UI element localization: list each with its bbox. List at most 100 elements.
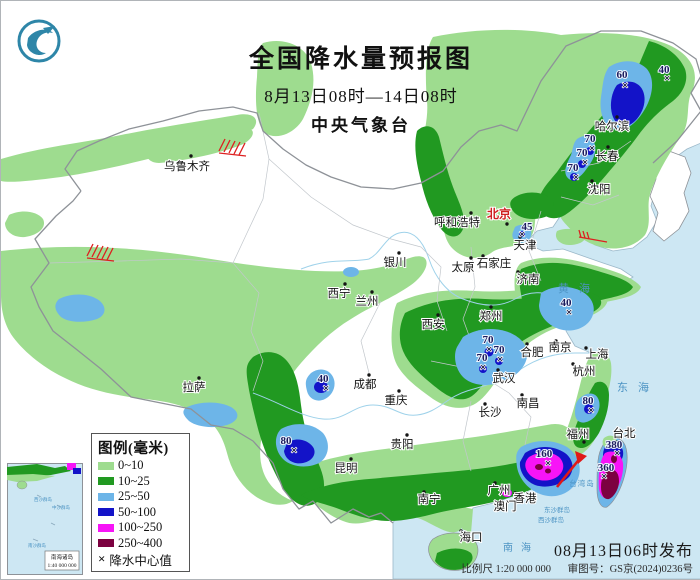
precip-center-cross-icon: × <box>573 170 580 184</box>
precip-center-value: 45 <box>522 221 534 233</box>
city-dot <box>343 282 347 286</box>
capital-label: 北京 <box>487 206 511 221</box>
city-label: 南昌 <box>517 396 540 410</box>
city-label: 武汉 <box>493 372 516 385</box>
city-label: 南宁 <box>418 492 441 506</box>
legend-row: 10~25 <box>98 474 185 490</box>
precip-center-cross-icon: × <box>323 381 330 395</box>
precip-250-400-layer <box>535 464 551 474</box>
legend-swatch <box>98 477 114 486</box>
legend-label: 25~50 <box>118 489 150 504</box>
city-label: 拉萨 <box>183 380 206 394</box>
city-label: 郑州 <box>480 309 503 323</box>
precip-center-value: 40 <box>659 64 671 76</box>
city-dot <box>197 376 201 380</box>
precip-center-cross-icon: × <box>614 446 621 460</box>
approval-number: 审图号：GS京(2024)0236号 <box>567 564 693 575</box>
city-label: 澳门 <box>494 499 517 513</box>
precip-center-value: 70 <box>577 147 589 159</box>
legend-swatch <box>98 523 114 532</box>
sea-label: 东沙群岛 <box>544 505 570 514</box>
legend-note: × 降水中心值 <box>98 551 185 568</box>
city-dot <box>483 402 487 406</box>
city-dot <box>518 235 522 239</box>
map-meta: 比例尺 1:20 000 000 审图号：GS京(2024)0236号 <box>447 561 693 576</box>
city-dot <box>582 440 586 444</box>
legend-row: 25~50 <box>98 489 185 505</box>
city-label: 石家庄 <box>477 256 512 270</box>
precip-center-cross-icon: × <box>588 403 595 417</box>
city-dot <box>489 305 493 309</box>
legend-note-label: 降水中心值 <box>109 553 172 568</box>
city-label: 长沙 <box>479 406 502 419</box>
city-dot <box>436 313 440 317</box>
city-dot <box>505 222 509 226</box>
precip-center-value: 70 <box>568 162 580 174</box>
legend-title: 图例(毫米) <box>98 441 169 457</box>
precip-center-cross-icon: × <box>601 469 608 483</box>
city-dot <box>520 393 524 397</box>
legend-label: 0~10 <box>118 458 144 473</box>
legend-swatch <box>98 508 114 517</box>
precip-center-cross-icon: × <box>291 443 298 457</box>
city-dot <box>469 256 473 260</box>
precip-center-value: 380 <box>606 439 623 451</box>
precip-100-250-layer <box>502 452 564 497</box>
precip-center-cross-icon: × <box>589 141 596 155</box>
legend-label: 50~100 <box>118 504 157 519</box>
precip-center-cross-icon: × <box>664 71 671 85</box>
city-label: 海口 <box>460 530 483 544</box>
city-label: 乌鲁木齐 <box>164 159 210 173</box>
inset-scale: 1:40 000 000 <box>47 563 76 569</box>
city-label: 台北 <box>613 426 636 440</box>
city-label: 成都 <box>354 378 377 391</box>
city-label: 香港 <box>514 492 537 505</box>
legend-swatch <box>98 492 114 501</box>
city-dot <box>405 433 409 437</box>
city-dot <box>459 529 463 533</box>
city-dot <box>584 346 588 350</box>
city-dot <box>554 339 558 343</box>
sea-label: 黄海 <box>558 281 600 295</box>
legend-box: 图例(毫米) 0~10 10~25 25~50 50~100 100~250 250~40… <box>91 433 190 572</box>
legend-label: 10~25 <box>118 473 150 488</box>
city-dot <box>590 179 594 183</box>
city-dot <box>189 154 193 158</box>
precip-center-cross-icon: × <box>480 360 487 374</box>
city-dot <box>516 270 520 274</box>
city-dot <box>614 440 618 444</box>
city-label: 广州 <box>488 484 511 497</box>
city-label: 福州 <box>567 427 590 441</box>
inset-name: 南海诸岛 <box>51 553 74 561</box>
city-label: 西安 <box>422 317 445 331</box>
sea-label: 南海 <box>503 541 539 554</box>
precip-center-value: 160 <box>536 448 553 460</box>
legend-row: 0~10 <box>98 458 185 474</box>
city-dot <box>496 368 500 372</box>
inset-island-label: 南沙群岛 <box>28 542 46 549</box>
precip-center-value: 70 <box>483 334 495 346</box>
precip-center-cross-icon: × <box>486 342 493 356</box>
precip-center-cross-icon: × <box>582 155 589 169</box>
precip-center-value: 70 <box>585 133 597 145</box>
legend-row: 50~100 <box>98 505 185 521</box>
city-dot <box>606 145 610 149</box>
precip-center-value: 60 <box>617 69 629 81</box>
precip-center-cross-icon: × <box>566 305 573 319</box>
city-label: 贵阳 <box>391 438 414 451</box>
city-dot <box>349 457 353 461</box>
city-label: 南京 <box>549 340 572 354</box>
precip-center-value: 80 <box>281 435 293 447</box>
city-label: 太原 <box>452 261 475 274</box>
precip-center-cross-icon: × <box>519 227 526 241</box>
city-label: 呼和浩特 <box>434 215 480 229</box>
city-label: 济南 <box>517 272 540 286</box>
precip-center-value: 40 <box>561 297 573 309</box>
city-dot <box>493 481 497 485</box>
city-dot <box>571 362 575 366</box>
precip-center-value: 40 <box>318 373 330 385</box>
city-label: 上海 <box>586 347 609 361</box>
map-scale: 比例尺 1:20 000 000 <box>461 564 551 575</box>
sea-label: 西沙群岛 <box>538 515 564 524</box>
